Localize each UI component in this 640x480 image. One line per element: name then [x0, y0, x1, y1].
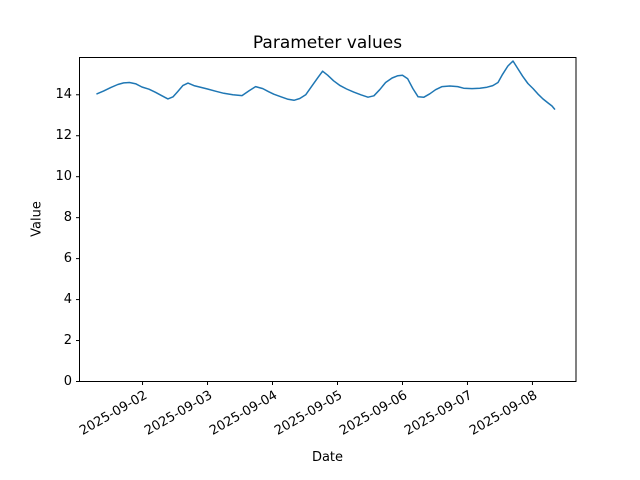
- y-axis-label: Value: [29, 201, 45, 237]
- axes-frame: [79, 57, 577, 382]
- data-line-parameter: [96, 60, 556, 110]
- chart-title: Parameter values: [252, 33, 403, 53]
- x-axis-label: Date: [311, 450, 344, 465]
